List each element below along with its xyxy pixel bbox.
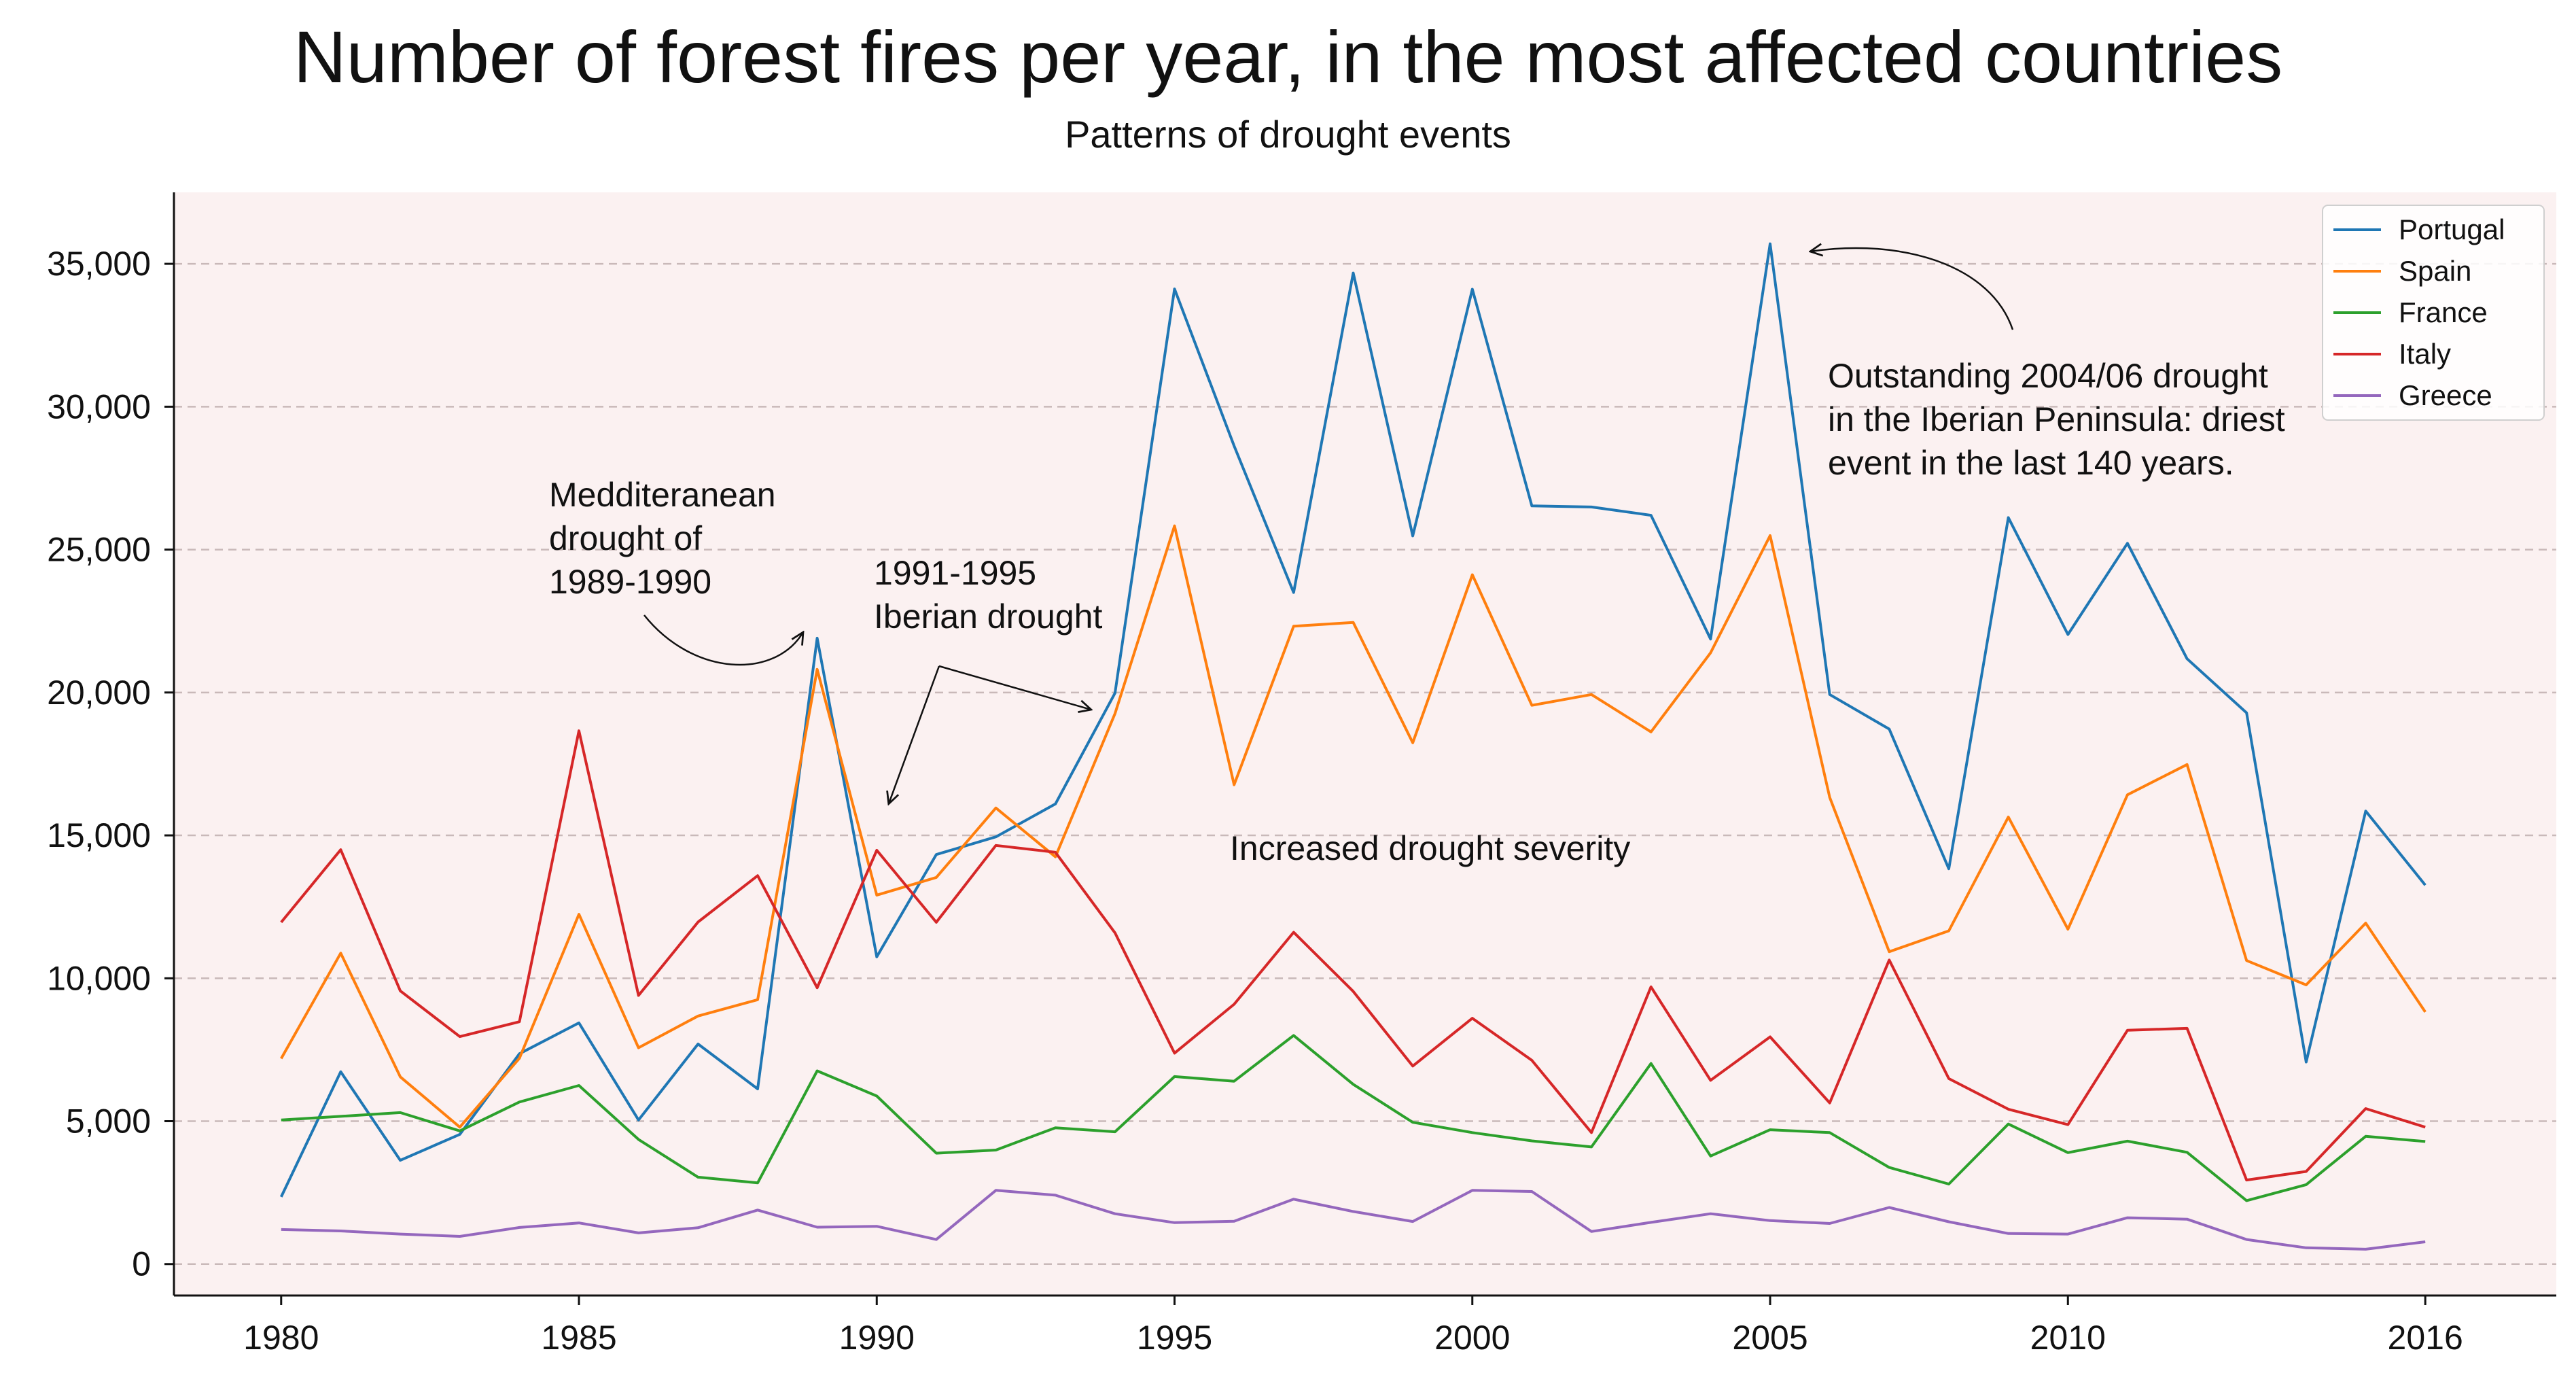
annotation-increased-severity: Increased drought severity [1230,829,1630,867]
legend-box [2322,205,2545,421]
annotation-arrow [1810,248,2014,330]
annotation-arrow [889,665,940,804]
chart-subtitle: Patterns of drought events [1065,113,1511,156]
y-tick-label: 25,000 [47,531,151,569]
series-line-italy [280,729,2426,1182]
x-tick-label: 1980 [243,1319,319,1357]
chart-title: Number of forest fires per year, in the … [293,16,2283,98]
annotation-iberian-2004-06: event in the last 140 years. [1828,444,2234,482]
y-tick-label: 15,000 [47,816,151,854]
annotation-arrow [938,665,1091,710]
legend-label-spain: Spain [2399,255,2471,287]
x-tick-label: 2005 [1732,1319,1807,1357]
legend-label-france: France [2399,296,2488,328]
plot-area-background [174,192,2556,1296]
y-tick-label: 30,000 [47,387,151,425]
annotation-iberian-2004-06: Outstanding 2004/06 drought [1828,357,2268,395]
annotation-iberian-drought: 1991-1995 [874,554,1036,592]
axes: 1980 1985 1990 1995 2000 2005 2010 2016 0 5,000 10… [47,192,2556,1357]
series-line-portugal [279,242,2427,1198]
series-line-spain [280,524,2427,1129]
x-tick-label: 1985 [541,1319,616,1357]
legend: Portugal Spain France Italy Greece [2322,205,2545,421]
annotation-mediterranean-drought: 1989-1990 [549,563,711,601]
x-tick-label: 2010 [2030,1319,2106,1357]
y-tick-label: 0 [132,1245,151,1283]
annotation-mediterranean-drought: drought of [549,519,702,557]
y-tick-label: 35,000 [47,245,151,283]
series-line-france [281,1034,2426,1202]
legend-label-italy: Italy [2399,338,2451,370]
x-tick-label: 2000 [1434,1319,1510,1357]
x-tick-label: 1995 [1137,1319,1212,1357]
legend-label-greece: Greece [2399,379,2492,411]
series-lines [279,242,2427,1251]
annotation-iberian-2004-06: in the Iberian Peninsula: driest [1828,400,2285,438]
annotation-arrow [643,614,803,666]
annotation-iberian-drought: Iberian drought [874,597,1102,636]
x-tick-label: 2016 [2388,1319,2463,1357]
y-tick-label: 20,000 [47,674,151,712]
annotations: Medditeranean drought of 1989-1990 1991-199… [549,248,2285,867]
grid-lines [174,262,2556,1265]
series-line-greece [281,1189,2426,1251]
x-tick-label: 1990 [839,1319,915,1357]
annotation-mediterranean-drought: Medditeranean [549,476,776,514]
y-tick-label: 10,000 [47,959,151,997]
y-tick-label: 5,000 [66,1102,151,1141]
legend-label-portugal: Portugal [2399,213,2505,245]
